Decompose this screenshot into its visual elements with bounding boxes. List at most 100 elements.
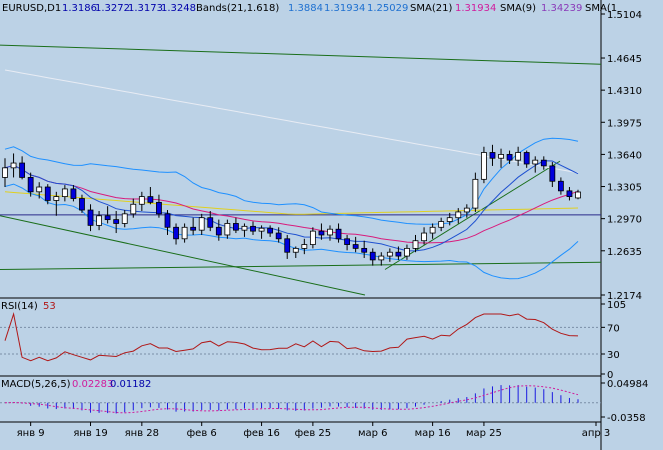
candle-body (79, 198, 85, 211)
candle-body (224, 223, 231, 236)
support-line (0, 261, 602, 270)
rsi-value: 53 (43, 301, 56, 312)
price-tick-label: 1.4310 (607, 86, 642, 97)
candle-body (386, 251, 393, 257)
candle-body (130, 203, 137, 215)
yellow-ma-line (4, 191, 579, 215)
price-tick-label: 1.3975 (607, 118, 642, 129)
candle-body (481, 152, 487, 180)
rsi-line (4, 312, 579, 362)
sma9-value: 1.34239 (541, 3, 582, 14)
candle-body (173, 226, 179, 240)
symbol-label: EURUSD,D1 (2, 3, 61, 14)
macd-value-1: 0.02283 (72, 379, 113, 390)
bands-lower-value: 1.25029 (367, 3, 408, 14)
rsi-tick-label: 0 (607, 370, 613, 381)
candle-body (369, 251, 376, 261)
candle-body (70, 188, 77, 199)
sma21-line (4, 164, 579, 244)
sma9-line (4, 160, 579, 252)
candle-body (258, 227, 265, 232)
candle-body (87, 209, 94, 226)
bands-upper-value: 1.3884 (288, 3, 323, 14)
candle-body (335, 228, 342, 240)
date-tick-label: фев 25 (295, 428, 332, 439)
macd-tick-label: 0.04984 (607, 379, 648, 390)
candle-body (250, 225, 256, 232)
candle-body (318, 230, 325, 236)
candle-body (164, 213, 171, 228)
candle-body (147, 196, 154, 203)
candle-body (472, 178, 479, 209)
candle-body (275, 232, 282, 240)
candle-body (515, 152, 522, 161)
candle-body (301, 244, 308, 249)
candle-body (190, 226, 197, 231)
ohlc-high: 1.3272 (95, 3, 130, 14)
candle-body (19, 162, 26, 178)
resistance-line (0, 44, 602, 65)
candle-body (292, 247, 299, 253)
price-tick-label: 1.4645 (607, 54, 642, 65)
candle-body (181, 226, 188, 240)
candle-body (506, 154, 513, 161)
candle-body (156, 201, 162, 215)
bands-mid-value: 1.31934 (324, 3, 365, 14)
candle-body (96, 215, 102, 226)
candle-body (44, 186, 51, 201)
candle-body (207, 217, 214, 228)
candle-body (327, 228, 333, 236)
candle-body (540, 159, 547, 167)
rsi-tick-label: 30 (607, 350, 620, 361)
ohlc-low: 1.3173 (128, 3, 163, 14)
sma21-value: 1.31934 (455, 3, 496, 14)
candle-body (352, 244, 359, 249)
date-tick-label: янв 19 (73, 428, 107, 439)
price-tick-label: 1.5104 (607, 10, 642, 21)
candle-body (104, 215, 111, 221)
candle-body (557, 180, 564, 192)
date-tick-label: мар 25 (466, 428, 502, 439)
macd-label: MACD(5,26,5) (1, 379, 71, 390)
sma9-label: SMA(9) (500, 3, 536, 14)
candle-body (412, 240, 419, 249)
candle-body (404, 247, 410, 257)
candle-body (361, 247, 368, 253)
macd-tick-label: -0.0358 (607, 413, 646, 424)
candle-body (27, 177, 34, 193)
candle-body (121, 213, 128, 224)
macd-value-2: 0.01182 (110, 379, 151, 390)
candle-body (113, 219, 120, 224)
ohlc-open: 1.3186 (62, 3, 97, 14)
rsi-label: RSI(14) (1, 301, 38, 312)
date-tick-label: мар 16 (415, 428, 451, 439)
candle-body (455, 211, 462, 219)
candle-body (463, 207, 470, 213)
candle-body (566, 190, 573, 198)
candle-body (523, 152, 530, 165)
rsi-tick-label: 105 (607, 300, 626, 311)
candle-body (575, 191, 581, 199)
candle-body (284, 238, 291, 253)
candle-body (489, 152, 496, 159)
date-tick-label: апр 3 (582, 428, 611, 439)
candle-body (309, 230, 316, 245)
price-tick-label: 1.3305 (607, 183, 642, 194)
candle-body (421, 232, 427, 242)
candle-body (532, 159, 539, 165)
price-tick-label: 1.2970 (607, 215, 642, 226)
date-tick-label: мар 6 (358, 428, 388, 439)
candle-body (446, 217, 453, 222)
date-tick-label: янв 28 (125, 428, 159, 439)
date-tick-label: янв 9 (17, 428, 45, 439)
candle-body (215, 226, 222, 236)
candle-body (36, 186, 43, 193)
candle-body (233, 223, 239, 231)
price-tick-label: 1.3640 (607, 150, 642, 161)
candle-body (438, 221, 445, 228)
bollinger-upper-line (4, 137, 579, 225)
date-tick-label: фев 16 (243, 428, 280, 439)
